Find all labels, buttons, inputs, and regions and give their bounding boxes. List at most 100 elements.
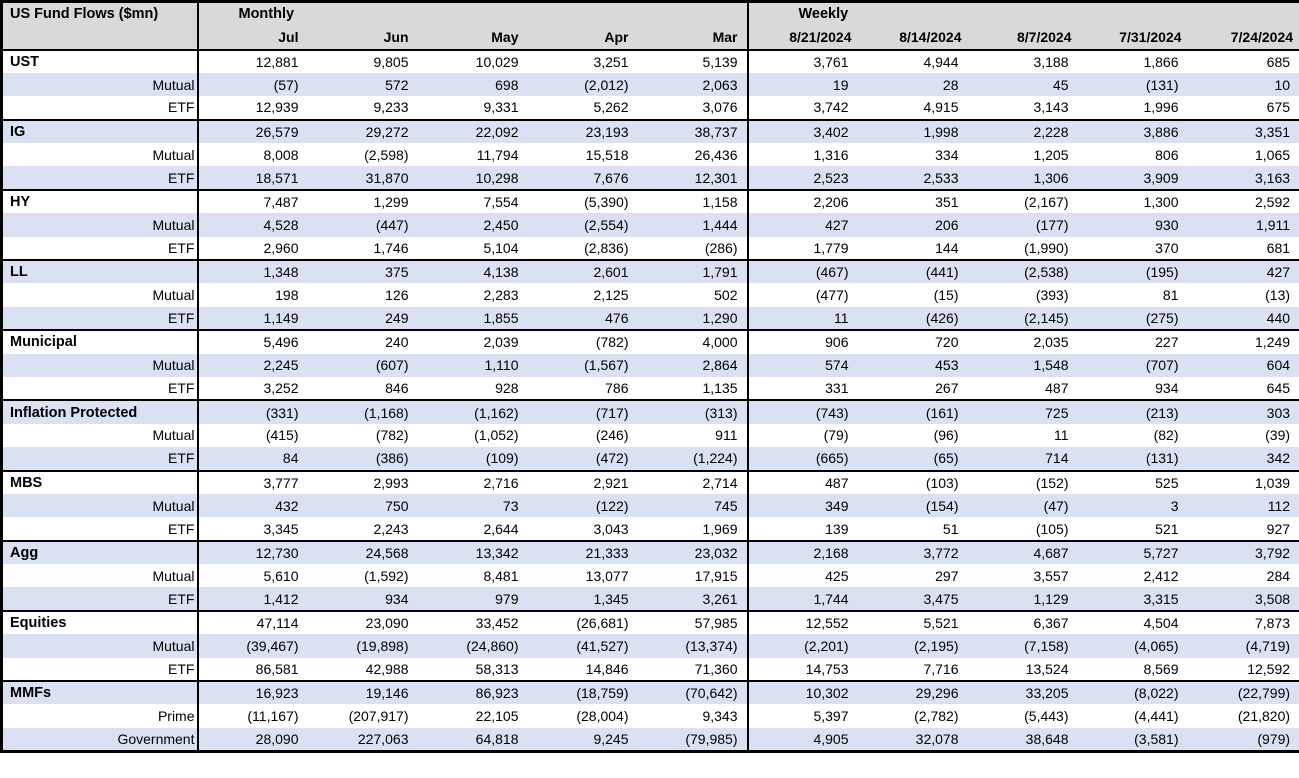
- cell: 1,039: [1187, 469, 1299, 494]
- cell: 12,552: [746, 609, 858, 635]
- cell: 698: [417, 72, 528, 97]
- cell: (207,917): [307, 704, 418, 728]
- row-label: ETF: [1, 517, 198, 541]
- row-label: Equities: [1, 609, 198, 635]
- cell: 3,742: [746, 96, 858, 120]
- column-header: Apr: [527, 25, 638, 50]
- column-header: 8/21/2024: [746, 25, 858, 50]
- cell: 4,528: [196, 213, 308, 237]
- cell: (472): [527, 447, 638, 471]
- cell: 681: [1187, 236, 1299, 261]
- cell: (47): [967, 493, 1078, 518]
- cell: 12,881: [196, 48, 308, 73]
- cell: 58,313: [417, 657, 528, 682]
- row-label: Municipal: [1, 329, 198, 354]
- cell: (2,554): [527, 213, 638, 237]
- cell: 249: [307, 306, 418, 331]
- cell: 1,744: [746, 587, 858, 611]
- cell: 284: [1187, 564, 1299, 588]
- cell: 1,746: [307, 236, 418, 261]
- cell: 1,791: [637, 258, 748, 284]
- cell: 725: [967, 399, 1078, 424]
- cell: (5,443): [967, 704, 1078, 728]
- cell: 1,316: [746, 143, 858, 167]
- cell: (39): [1187, 423, 1299, 448]
- cell: (26,681): [527, 609, 638, 635]
- cell: 81: [1077, 283, 1188, 307]
- cell: 906: [746, 329, 858, 354]
- cell: 8,008: [196, 143, 308, 167]
- cell: 1,149: [196, 306, 308, 331]
- cell: 675: [1187, 96, 1299, 120]
- column-header: 7/24/2024: [1187, 25, 1299, 50]
- cell: 32,078: [857, 727, 968, 752]
- cell: 2,592: [1187, 188, 1299, 214]
- cell: 2,245: [196, 353, 308, 377]
- cell: 806: [1077, 143, 1188, 167]
- cell: 927: [1187, 517, 1299, 541]
- cell: (109): [417, 447, 528, 471]
- cell: 71,360: [637, 657, 748, 682]
- cell: (41,527): [527, 634, 638, 658]
- cell: 144: [857, 236, 968, 261]
- table-row: MBS 3,777 2,993 2,716 2,921 2,714 487 (1…: [1, 469, 1299, 494]
- cell: 38,648: [967, 727, 1078, 752]
- cell: 604: [1187, 353, 1299, 377]
- cell: (393): [967, 283, 1078, 307]
- cell: 14,753: [746, 657, 858, 682]
- table-row: MMFs 16,923 19,146 86,923 (18,759) (70,6…: [1, 680, 1299, 705]
- cell: 1,444: [637, 213, 748, 237]
- cell: (79,985): [637, 727, 748, 752]
- cell: (717): [527, 399, 638, 424]
- column-header: May: [417, 25, 528, 50]
- monthly-section-label: Monthly: [196, 1, 748, 26]
- cell: 2,039: [417, 329, 528, 354]
- cell: 13,342: [417, 539, 528, 565]
- cell: (3,581): [1077, 727, 1188, 752]
- cell: 19,146: [307, 680, 418, 705]
- cell: 1,299: [307, 188, 418, 214]
- cell: 3: [1077, 493, 1188, 518]
- table-row: Mutual (415) (782) (1,052) (246) 911 (79…: [1, 423, 1299, 448]
- cell: 521: [1077, 517, 1188, 541]
- cell: (5,390): [527, 188, 638, 214]
- row-label: Mutual: [1, 634, 198, 658]
- cell: 29,296: [857, 680, 968, 705]
- cell: 2,206: [746, 188, 858, 214]
- cell: 1,866: [1077, 48, 1188, 73]
- cell: 349: [746, 493, 858, 518]
- cell: (28,004): [527, 704, 638, 728]
- cell: (4,441): [1077, 704, 1188, 728]
- cell: 57,985: [637, 609, 748, 635]
- row-label: Mutual: [1, 72, 198, 97]
- cell: (979): [1187, 727, 1299, 752]
- row-label: Mutual: [1, 423, 198, 448]
- cell: 476: [527, 306, 638, 331]
- cell: 7,554: [417, 188, 528, 214]
- cell: 2,523: [746, 166, 858, 190]
- cell: 2,993: [307, 469, 418, 494]
- cell: 1,969: [637, 517, 748, 541]
- fund-flows-table: US Fund Flows ($mn) Monthly Weekly Jul J…: [0, 0, 1299, 753]
- cell: 1,129: [967, 587, 1078, 611]
- cell: (7,158): [967, 634, 1078, 658]
- row-label: MMFs: [1, 680, 198, 705]
- column-header: 8/7/2024: [967, 25, 1078, 50]
- cell: 487: [967, 376, 1078, 401]
- column-header-row: Jul Jun May Apr Mar 8/21/2024 8/14/2024 …: [2, 25, 1299, 50]
- cell: 13,077: [527, 564, 638, 588]
- cell: (386): [307, 447, 418, 471]
- cell: (154): [857, 493, 968, 518]
- cell: (1,168): [307, 399, 418, 424]
- cell: 720: [857, 329, 968, 354]
- cell: 11,794: [417, 143, 528, 167]
- cell: 227,063: [307, 727, 418, 752]
- cell: 572: [307, 72, 418, 97]
- cell: 267: [857, 376, 968, 401]
- cell: 979: [417, 587, 528, 611]
- cell: 42,988: [307, 657, 418, 682]
- cell: 47,114: [196, 609, 308, 635]
- cell: 2,960: [196, 236, 308, 261]
- cell: 7,716: [857, 657, 968, 682]
